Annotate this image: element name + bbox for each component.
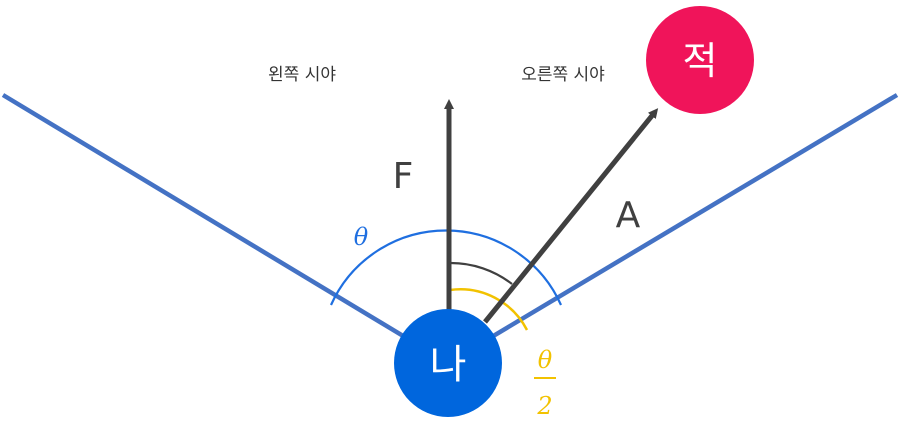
enemy-label: 적 — [683, 39, 718, 83]
half-angle-denominator: 2 — [536, 392, 552, 420]
fov-theta-label: θ — [354, 223, 369, 251]
player-circle — [394, 309, 502, 417]
angle-forward-target-arc — [449, 261, 513, 285]
target-vector — [483, 108, 659, 324]
half-angle-arc — [449, 288, 529, 331]
half-angle-numerator: θ — [538, 346, 553, 374]
right-view-label: 오른쪽 시야 — [521, 65, 605, 85]
target-vector-label: A — [616, 195, 641, 236]
left-view-label: 왼쪽 시야 — [268, 65, 336, 85]
player-label: 나 — [430, 342, 467, 388]
forward-vector-label: F — [393, 156, 414, 197]
left-view-boundary — [1, 93, 450, 365]
right-view-boundary — [446, 93, 899, 365]
enemy-circle — [646, 6, 754, 114]
fov-arc — [329, 229, 563, 306]
